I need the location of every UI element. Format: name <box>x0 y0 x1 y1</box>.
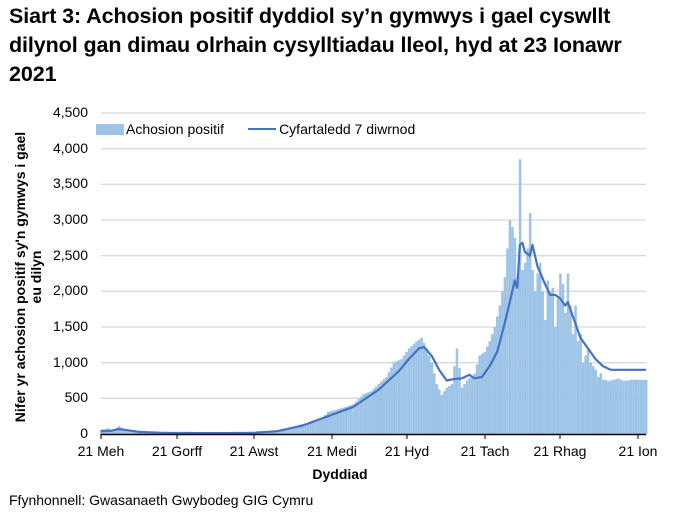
source-note: Ffynhonnell: Gwasanaeth Gwybodeg GIG Cym… <box>9 492 314 508</box>
chart-title: Siart 3: Achosion positif dyddiol sy’n g… <box>9 4 622 86</box>
bar-series <box>99 159 648 434</box>
x-tick-label: 21 Gorff <box>151 443 203 459</box>
chart-legend: Achosion positif Cyfartaledd 7 diwrnod <box>96 121 415 137</box>
y-tick-label: 3,000 <box>52 211 88 227</box>
x-tick-label: 21 Hyd <box>384 443 430 459</box>
x-tick-label: 21 Awst <box>229 443 279 459</box>
x-tick-label: 21 Ion <box>618 443 658 459</box>
legend-label-bars: Achosion positif <box>126 121 225 137</box>
x-tick-label: 21 Rhag <box>533 443 587 459</box>
y-tick-label: 1,500 <box>52 318 88 334</box>
y-tick-label: 0 <box>80 425 88 441</box>
legend-line-swatch <box>248 128 277 130</box>
y-axis-label: Nifer yr achosion positif sy'n gymwys i … <box>12 131 44 423</box>
x-tick-label: 21 Medi <box>307 443 357 459</box>
x-tick-label: 21 Meh <box>77 443 125 459</box>
y-tick-label: 2,500 <box>52 246 88 263</box>
x-axis-label: Dyddiad <box>312 466 368 482</box>
line-series <box>101 241 646 435</box>
y-tick-label: 2,000 <box>52 282 88 299</box>
y-tick-label: 4,000 <box>52 139 88 156</box>
y-tick-label: 500 <box>64 389 88 406</box>
y-tick-label: 1,000 <box>52 353 88 370</box>
x-tick-label: 21 Tach <box>460 443 510 459</box>
y-tick-label: 3,500 <box>52 175 88 192</box>
legend-label-line: Cyfartaledd 7 diwrnod <box>279 121 416 137</box>
legend-bar-swatch <box>96 123 124 135</box>
y-tick-label: 4,500 <box>52 104 88 120</box>
